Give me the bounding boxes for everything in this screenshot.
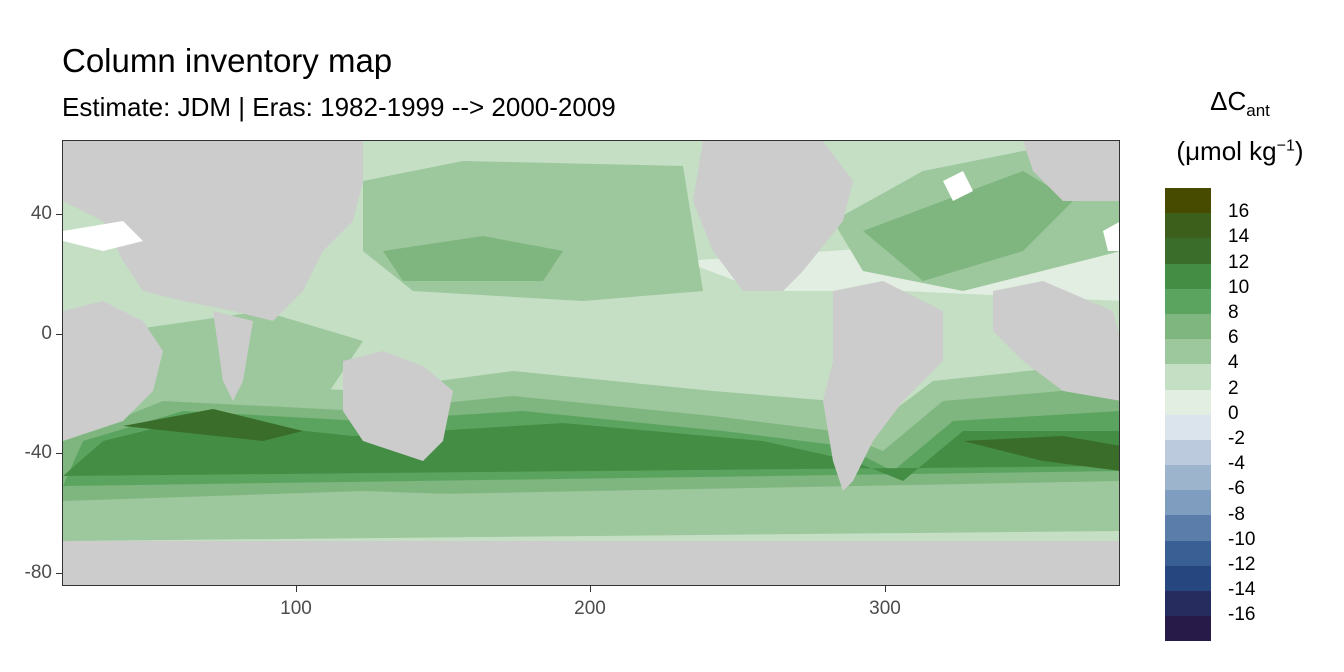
legend-swatch xyxy=(1165,339,1211,365)
legend-swatch xyxy=(1165,565,1211,591)
legend-swatch xyxy=(1165,364,1211,390)
land-india xyxy=(213,311,253,401)
legend-label: -6 xyxy=(1228,478,1245,500)
ice-patch-1 xyxy=(63,221,143,251)
legend-label: 10 xyxy=(1228,276,1250,298)
land-australia xyxy=(343,351,453,461)
x-tick-mark xyxy=(590,586,591,592)
legend-swatch xyxy=(1165,238,1211,264)
legend-swatch xyxy=(1165,213,1211,239)
legend-label: 16 xyxy=(1228,201,1250,223)
legend-label: -8 xyxy=(1228,503,1245,525)
ocean-polar-4 xyxy=(63,491,1119,541)
legend-label: 2 xyxy=(1228,377,1239,399)
map-panel xyxy=(62,140,1120,586)
legend-unit-main: (μmol kg xyxy=(1176,136,1277,166)
chart-title: Column inventory map xyxy=(62,42,393,79)
legend-swatch xyxy=(1165,515,1211,541)
y-tick-mark xyxy=(56,453,62,454)
legend-swatch xyxy=(1165,313,1211,340)
x-tick-mark xyxy=(885,586,886,592)
legend-label: 4 xyxy=(1228,352,1239,374)
legend-title-main: ΔC xyxy=(1210,86,1247,116)
land-eurasia xyxy=(63,141,363,321)
legend-label: -12 xyxy=(1228,554,1256,575)
ice-patch-2 xyxy=(1103,222,1119,251)
ocean-npacific-6 xyxy=(383,236,563,281)
legend-swatch xyxy=(1165,439,1211,466)
legend-label: -14 xyxy=(1228,579,1256,601)
legend-swatch xyxy=(1165,188,1211,214)
legend-label: -4 xyxy=(1228,453,1245,475)
legend-label: -2 xyxy=(1228,428,1245,449)
legend-unit-exponent: −1 xyxy=(1276,137,1295,155)
ice-patch-3 xyxy=(943,171,973,201)
legend-label: 0 xyxy=(1228,402,1239,424)
legend-swatch xyxy=(1165,616,1211,642)
legend-swatch xyxy=(1165,540,1211,566)
y-tick-mark xyxy=(56,334,62,335)
y-tick-mark xyxy=(56,214,62,215)
legend-colorbar xyxy=(1165,188,1211,642)
chart-subtitle: Estimate: JDM | Eras: 1982-1999 --> 2000… xyxy=(62,92,616,122)
ocean-south-12b xyxy=(963,436,1119,471)
y-tick-label-40: 40 xyxy=(30,203,52,224)
legend-swatch xyxy=(1165,414,1211,440)
ocean-south-12a xyxy=(123,409,303,441)
legend-swatch xyxy=(1165,490,1211,516)
ocean-natlantic-6 xyxy=(863,171,1073,281)
x-tick-mark xyxy=(296,586,297,592)
land-africa xyxy=(63,301,163,441)
map-svg xyxy=(63,141,1119,585)
x-tick-label-200: 200 xyxy=(574,598,606,619)
legend-label: 6 xyxy=(1228,327,1239,349)
land-africa-east xyxy=(993,281,1119,401)
legend-swatch xyxy=(1165,288,1211,314)
legend-title-subscript: ant xyxy=(1246,101,1270,121)
legend-label: -16 xyxy=(1228,604,1256,626)
land-antarctica xyxy=(63,541,1119,585)
x-tick-label-300: 300 xyxy=(869,598,901,619)
legend-label: -10 xyxy=(1228,528,1256,550)
legend-label: 12 xyxy=(1228,251,1250,273)
y-tick-mark xyxy=(56,573,62,574)
y-tick-label-0: 0 xyxy=(41,323,52,344)
legend-swatch xyxy=(1165,389,1211,415)
legend-title-line2: (μmol kg−1) xyxy=(1160,136,1320,167)
legend-swatch xyxy=(1165,465,1211,491)
land-south-america xyxy=(823,281,943,491)
land-europe xyxy=(1023,141,1119,201)
x-tick-label-100: 100 xyxy=(280,598,312,619)
legend-unit-close: ) xyxy=(1294,136,1304,166)
legend-label: 14 xyxy=(1228,226,1250,248)
legend-label: 8 xyxy=(1228,302,1239,323)
legend-title-line1: ΔCant xyxy=(1160,86,1320,121)
y-tick-label-minus40: -40 xyxy=(24,442,52,463)
land-north-america xyxy=(693,141,853,291)
y-tick-label-minus80: -80 xyxy=(24,562,52,583)
legend-swatch xyxy=(1165,263,1211,289)
legend-swatch xyxy=(1165,591,1211,617)
